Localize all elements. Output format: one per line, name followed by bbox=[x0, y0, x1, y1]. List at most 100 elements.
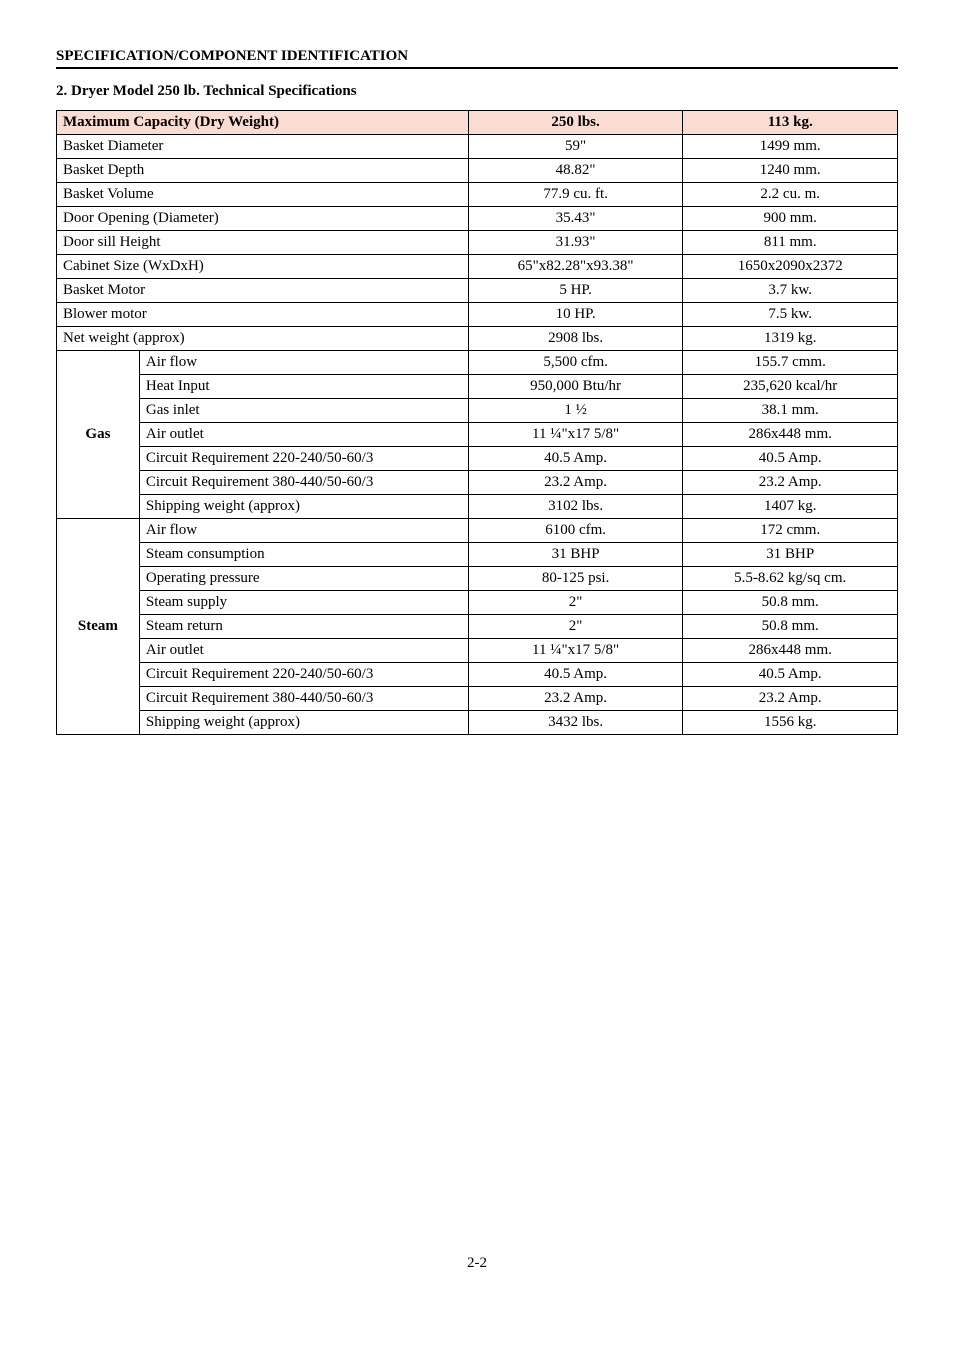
row-value-metric: 40.5 Amp. bbox=[683, 447, 898, 471]
row-value-imperial: 3432 lbs. bbox=[468, 711, 683, 735]
table-row: Circuit Requirement 380-440/50-60/323.2 … bbox=[57, 687, 898, 711]
table-row: Air outlet11 ¼"x17 5/8"286x448 mm. bbox=[57, 639, 898, 663]
row-label: Basket Motor bbox=[57, 279, 469, 303]
row-label: Basket Diameter bbox=[57, 135, 469, 159]
row-value-imperial: 11 ¼"x17 5/8" bbox=[468, 423, 683, 447]
table-row: Cabinet Size (WxDxH)65"x82.28"x93.38"165… bbox=[57, 255, 898, 279]
row-label: Door Opening (Diameter) bbox=[57, 207, 469, 231]
row-value-imperial: 65"x82.28"x93.38" bbox=[468, 255, 683, 279]
row-label: Shipping weight (approx) bbox=[139, 711, 468, 735]
row-label: Basket Depth bbox=[57, 159, 469, 183]
row-value-metric: 7.5 kw. bbox=[683, 303, 898, 327]
row-label: Air flow bbox=[139, 519, 468, 543]
row-value-imperial: 5,500 cfm. bbox=[468, 351, 683, 375]
row-value-metric: 1650x2090x2372 bbox=[683, 255, 898, 279]
row-value-imperial: 23.2 Amp. bbox=[468, 687, 683, 711]
row-value-metric: 50.8 mm. bbox=[683, 615, 898, 639]
row-label: Steam consumption bbox=[139, 543, 468, 567]
row-value-imperial: 950,000 Btu/hr bbox=[468, 375, 683, 399]
table-row: Blower motor10 HP.7.5 kw. bbox=[57, 303, 898, 327]
table-row: SteamAir flow6100 cfm.172 cmm. bbox=[57, 519, 898, 543]
section-header: SPECIFICATION/COMPONENT IDENTIFICATION bbox=[56, 48, 898, 69]
row-value-metric: 1240 mm. bbox=[683, 159, 898, 183]
row-label: Operating pressure bbox=[139, 567, 468, 591]
row-value-imperial: 77.9 cu. ft. bbox=[468, 183, 683, 207]
row-value-imperial: 3102 lbs. bbox=[468, 495, 683, 519]
spec-table: Maximum Capacity (Dry Weight) 250 lbs. 1… bbox=[56, 110, 898, 735]
row-value-imperial: 2" bbox=[468, 615, 683, 639]
row-value-imperial: 48.82" bbox=[468, 159, 683, 183]
row-value-imperial: 31.93" bbox=[468, 231, 683, 255]
header-label: Maximum Capacity (Dry Weight) bbox=[57, 111, 469, 135]
row-value-metric: 172 cmm. bbox=[683, 519, 898, 543]
table-row: GasAir flow5,500 cfm.155.7 cmm. bbox=[57, 351, 898, 375]
row-value-metric: 23.2 Amp. bbox=[683, 471, 898, 495]
table-row: Basket Diameter59"1499 mm. bbox=[57, 135, 898, 159]
row-label: Circuit Requirement 380-440/50-60/3 bbox=[139, 687, 468, 711]
subtitle: 2. Dryer Model 250 lb. Technical Specifi… bbox=[56, 83, 898, 100]
row-value-metric: 286x448 mm. bbox=[683, 639, 898, 663]
row-value-metric: 40.5 Amp. bbox=[683, 663, 898, 687]
row-label: Heat Input bbox=[139, 375, 468, 399]
row-value-metric: 900 mm. bbox=[683, 207, 898, 231]
row-group-title: Gas bbox=[57, 351, 140, 519]
header-v1: 250 lbs. bbox=[468, 111, 683, 135]
row-value-metric: 31 BHP bbox=[683, 543, 898, 567]
row-label: Cabinet Size (WxDxH) bbox=[57, 255, 469, 279]
table-row: Shipping weight (approx)3102 lbs.1407 kg… bbox=[57, 495, 898, 519]
row-value-imperial: 2" bbox=[468, 591, 683, 615]
row-value-metric: 23.2 Amp. bbox=[683, 687, 898, 711]
page-number: 2-2 bbox=[56, 1255, 898, 1272]
row-label: Air outlet bbox=[139, 423, 468, 447]
row-value-imperial: 2908 lbs. bbox=[468, 327, 683, 351]
row-label: Circuit Requirement 220-240/50-60/3 bbox=[139, 447, 468, 471]
row-value-imperial: 40.5 Amp. bbox=[468, 663, 683, 687]
table-row: Net weight (approx)2908 lbs.1319 kg. bbox=[57, 327, 898, 351]
row-label: Door sill Height bbox=[57, 231, 469, 255]
table-row: Basket Motor5 HP.3.7 kw. bbox=[57, 279, 898, 303]
table-row: Circuit Requirement 220-240/50-60/340.5 … bbox=[57, 663, 898, 687]
table-row: Door sill Height31.93"811 mm. bbox=[57, 231, 898, 255]
table-row: Shipping weight (approx)3432 lbs.1556 kg… bbox=[57, 711, 898, 735]
row-value-imperial: 40.5 Amp. bbox=[468, 447, 683, 471]
row-label: Gas inlet bbox=[139, 399, 468, 423]
row-value-imperial: 31 BHP bbox=[468, 543, 683, 567]
table-row: Circuit Requirement 220-240/50-60/340.5 … bbox=[57, 447, 898, 471]
row-label: Steam supply bbox=[139, 591, 468, 615]
row-value-metric: 38.1 mm. bbox=[683, 399, 898, 423]
row-value-imperial: 5 HP. bbox=[468, 279, 683, 303]
row-value-metric: 811 mm. bbox=[683, 231, 898, 255]
row-value-metric: 50.8 mm. bbox=[683, 591, 898, 615]
table-row: Steam return2"50.8 mm. bbox=[57, 615, 898, 639]
row-label: Basket Volume bbox=[57, 183, 469, 207]
row-value-imperial: 1 ½ bbox=[468, 399, 683, 423]
table-row: Steam consumption31 BHP31 BHP bbox=[57, 543, 898, 567]
row-value-metric: 5.5-8.62 kg/sq cm. bbox=[683, 567, 898, 591]
table-row: Heat Input950,000 Btu/hr235,620 kcal/hr bbox=[57, 375, 898, 399]
row-value-imperial: 80-125 psi. bbox=[468, 567, 683, 591]
header-v2: 113 kg. bbox=[683, 111, 898, 135]
row-label: Air flow bbox=[139, 351, 468, 375]
row-value-metric: 1556 kg. bbox=[683, 711, 898, 735]
row-value-imperial: 35.43" bbox=[468, 207, 683, 231]
row-label: Steam return bbox=[139, 615, 468, 639]
row-value-metric: 2.2 cu. m. bbox=[683, 183, 898, 207]
row-group-title: Steam bbox=[57, 519, 140, 735]
row-value-metric: 155.7 cmm. bbox=[683, 351, 898, 375]
row-value-metric: 1407 kg. bbox=[683, 495, 898, 519]
row-value-imperial: 11 ¼"x17 5/8" bbox=[468, 639, 683, 663]
row-value-metric: 1499 mm. bbox=[683, 135, 898, 159]
row-label: Net weight (approx) bbox=[57, 327, 469, 351]
table-row: Gas inlet1 ½38.1 mm. bbox=[57, 399, 898, 423]
row-label: Blower motor bbox=[57, 303, 469, 327]
row-label: Circuit Requirement 380-440/50-60/3 bbox=[139, 471, 468, 495]
row-value-imperial: 59" bbox=[468, 135, 683, 159]
table-header-row: Maximum Capacity (Dry Weight) 250 lbs. 1… bbox=[57, 111, 898, 135]
table-row: Circuit Requirement 380-440/50-60/3 23.2 … bbox=[57, 471, 898, 495]
table-row: Operating pressure80-125 psi.5.5-8.62 kg… bbox=[57, 567, 898, 591]
row-value-metric: 3.7 kw. bbox=[683, 279, 898, 303]
table-row: Door Opening (Diameter)35.43"900 mm. bbox=[57, 207, 898, 231]
table-row: Basket Depth48.82"1240 mm. bbox=[57, 159, 898, 183]
row-label: Shipping weight (approx) bbox=[139, 495, 468, 519]
row-value-imperial: 6100 cfm. bbox=[468, 519, 683, 543]
